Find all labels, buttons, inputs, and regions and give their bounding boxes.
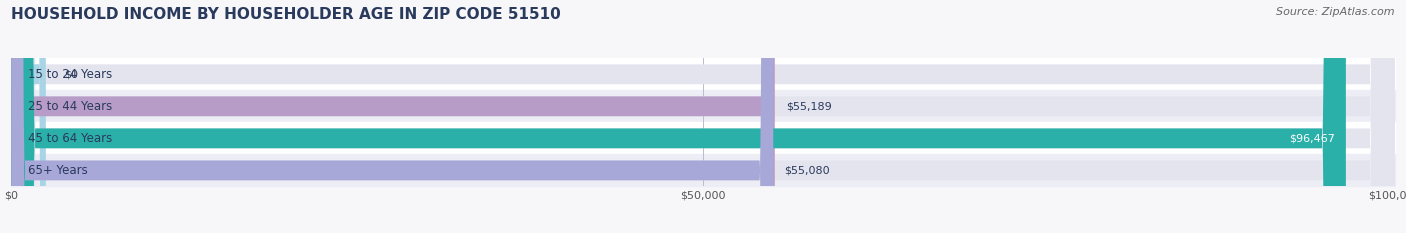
FancyBboxPatch shape	[11, 0, 1395, 233]
Text: $55,189: $55,189	[786, 101, 831, 111]
Text: 65+ Years: 65+ Years	[28, 164, 87, 177]
Text: 45 to 64 Years: 45 to 64 Years	[28, 132, 112, 145]
Text: Source: ZipAtlas.com: Source: ZipAtlas.com	[1277, 7, 1395, 17]
FancyBboxPatch shape	[11, 0, 1395, 233]
FancyBboxPatch shape	[11, 0, 1346, 233]
FancyBboxPatch shape	[11, 0, 773, 233]
Text: $0: $0	[63, 69, 77, 79]
FancyBboxPatch shape	[11, 0, 46, 233]
Text: $96,467: $96,467	[1289, 133, 1334, 143]
FancyBboxPatch shape	[11, 0, 775, 233]
Text: $55,080: $55,080	[785, 165, 830, 175]
Text: HOUSEHOLD INCOME BY HOUSEHOLDER AGE IN ZIP CODE 51510: HOUSEHOLD INCOME BY HOUSEHOLDER AGE IN Z…	[11, 7, 561, 22]
Bar	[11, 154, 1395, 186]
Bar	[11, 90, 1395, 122]
FancyBboxPatch shape	[11, 0, 1395, 233]
FancyBboxPatch shape	[11, 0, 1395, 233]
Text: 25 to 44 Years: 25 to 44 Years	[28, 100, 112, 113]
Bar	[11, 122, 1395, 154]
Text: 15 to 24 Years: 15 to 24 Years	[28, 68, 112, 81]
Bar	[11, 58, 1395, 90]
